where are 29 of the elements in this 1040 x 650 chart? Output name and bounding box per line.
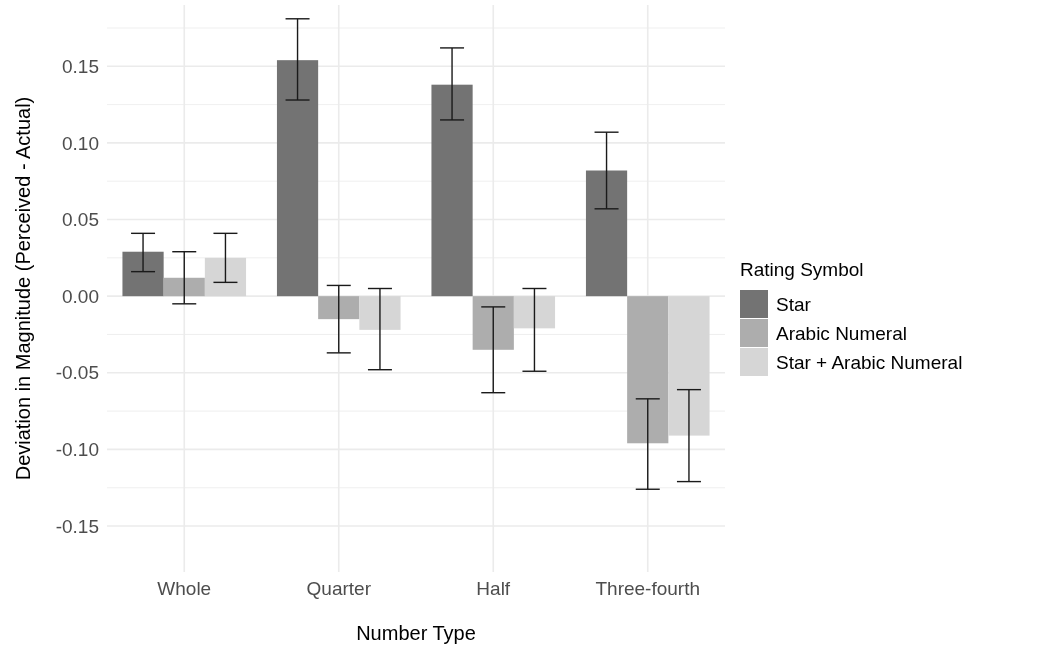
x-tick-label: Half — [476, 578, 511, 600]
bar — [627, 296, 669, 444]
bar — [359, 296, 401, 330]
bar — [513, 296, 556, 329]
legend-label: Arabic Numeral — [776, 323, 907, 344]
bar — [163, 277, 205, 297]
y-axis-title: Deviation in Magnitude (Perceived - Actual) — [12, 96, 34, 481]
x-tick-label: Three-fourth — [595, 578, 701, 600]
y-tick-label: -0.05 — [55, 362, 99, 384]
bar — [318, 296, 360, 320]
y-tick-label: 0.05 — [62, 209, 99, 231]
legend-label: Star + Arabic Numeral — [776, 352, 963, 373]
y-tick-label: -0.10 — [55, 438, 99, 460]
bar — [585, 170, 628, 297]
x-tick-label: Quarter — [306, 578, 372, 600]
y-tick-label: 0.10 — [62, 132, 99, 154]
y-tick-label: 0.15 — [62, 55, 99, 77]
bar — [472, 296, 514, 350]
bar — [431, 84, 473, 297]
legend-title: Rating Symbol — [740, 259, 864, 280]
y-tick-label: 0.00 — [62, 285, 99, 307]
bar — [204, 257, 247, 297]
bar — [122, 251, 164, 297]
y-tick-label: -0.15 — [55, 515, 99, 537]
bar — [276, 60, 319, 297]
x-axis-title: Number Type — [356, 622, 476, 644]
bar — [668, 296, 710, 436]
legend-label: Star — [776, 294, 812, 315]
x-tick-label: Whole — [157, 578, 212, 600]
